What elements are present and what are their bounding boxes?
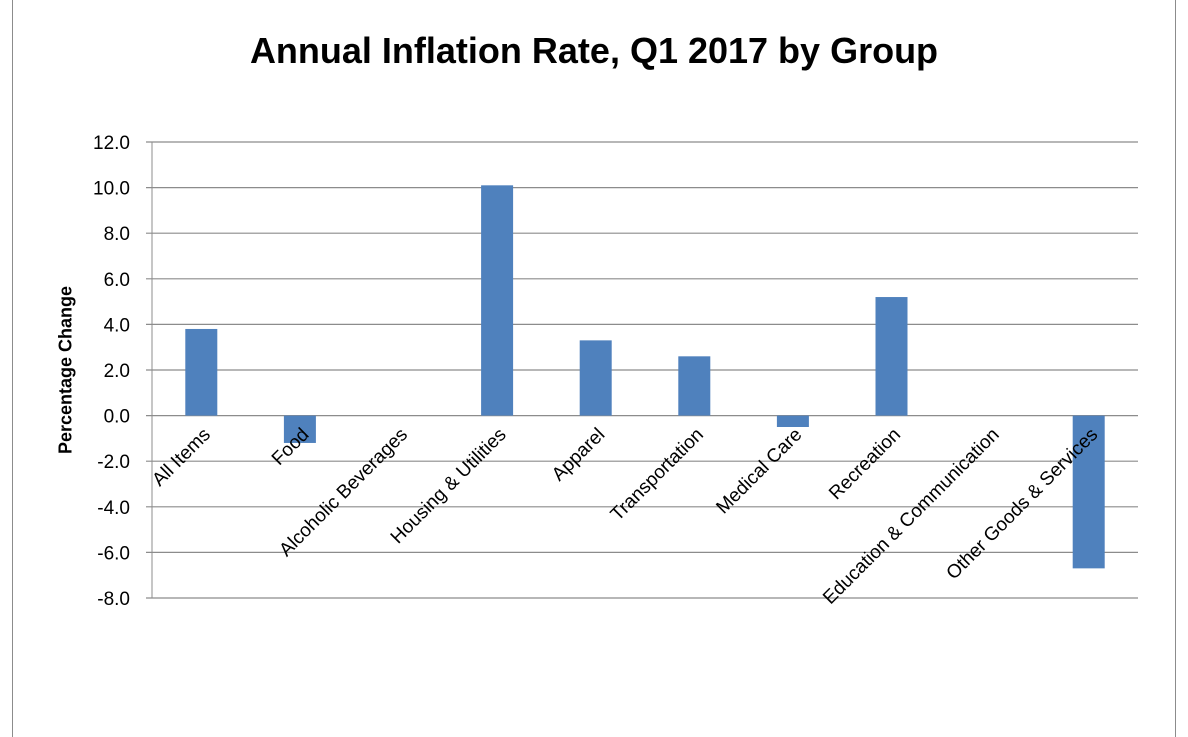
bar	[579, 340, 612, 416]
chart-frame	[12, 0, 1176, 737]
y-tick-label: -6.0	[97, 543, 130, 564]
bar	[776, 415, 809, 427]
y-tick-label: 4.0	[104, 315, 130, 336]
x-tick-label: All Items	[148, 424, 214, 490]
bar	[875, 297, 908, 416]
bars	[185, 185, 1105, 569]
bar	[1072, 415, 1105, 569]
gridlines	[146, 141, 1138, 599]
y-tick-label: -2.0	[97, 452, 130, 473]
y-tick-label: 0.0	[104, 407, 130, 428]
y-tick-label: 10.0	[93, 179, 130, 200]
x-tick-label: Medical Care	[712, 424, 806, 518]
y-tick-labels: 12.0 10.0 8.0 6.0 4.0 2.0 0.0 -2.0 -4.0 -6.0 -8.0	[93, 133, 130, 610]
chart-title: Annual Inflation Rate, Q1 2017 by Group	[249, 30, 939, 71]
y-tick-label: -4.0	[97, 498, 130, 519]
bar	[678, 356, 711, 416]
bar	[283, 415, 316, 443]
x-tick-label: Transportation	[607, 424, 708, 525]
bar	[481, 185, 514, 416]
x-tick-label: Apparel	[548, 424, 609, 485]
x-tick-label: Recreation	[825, 424, 905, 504]
y-tick-label: 8.0	[104, 224, 130, 245]
y-tick-label: 12.0	[93, 133, 130, 154]
y-tick-label: 6.0	[104, 270, 130, 291]
y-tick-label: -8.0	[97, 589, 130, 610]
y-tick-label: 2.0	[104, 361, 130, 382]
x-tick-label: Education & Communication	[819, 424, 1003, 608]
bar	[185, 328, 218, 416]
